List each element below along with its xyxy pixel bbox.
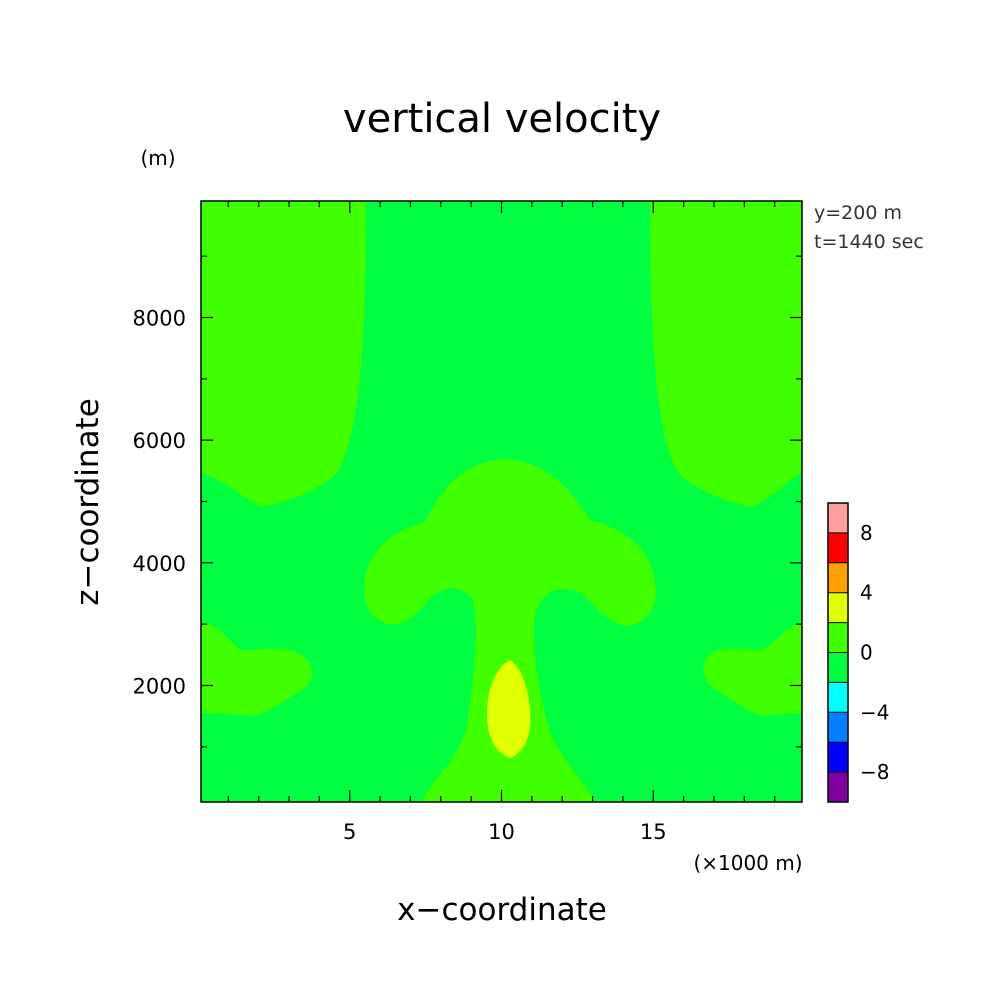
x-unit-label: (×1000 m) — [693, 851, 802, 875]
colorbar-swatch — [828, 562, 848, 593]
y-tick-labels: 2000 4000 6000 8000 — [133, 307, 186, 699]
colorbar-tick-label: 8 — [860, 521, 873, 545]
colorbar-tick-label: 0 — [860, 641, 873, 665]
colorbar-swatch — [828, 772, 848, 802]
colorbar-swatch — [828, 712, 848, 743]
colorbar-swatch — [828, 622, 848, 653]
colorbar-swatch — [828, 592, 848, 623]
axis-ticks — [201, 201, 802, 802]
y-tick-label: 4000 — [133, 552, 186, 576]
region-upper-right-plume — [650, 201, 802, 507]
y-position-annotation: y=200 m — [814, 202, 902, 224]
x-tick-label: 15 — [640, 820, 667, 844]
y-axis-title: z−coordinate — [70, 398, 106, 606]
colorbar: −8 −4 0 4 8 — [827, 502, 889, 803]
x-axis-title: x−coordinate — [397, 892, 607, 928]
x-tick-labels: 5 10 15 — [343, 820, 667, 844]
colorbar-swatch — [828, 682, 848, 713]
colorbar-swatch — [828, 652, 848, 683]
x-tick-label: 5 — [343, 820, 356, 844]
colorbar-swatch — [828, 532, 848, 563]
y-tick-label: 6000 — [133, 429, 186, 453]
region-left-lobe — [201, 622, 313, 716]
colorbar-tick-label: −4 — [860, 700, 889, 724]
plot-area — [200, 200, 803, 803]
time-annotation: t=1440 sec — [814, 231, 924, 253]
colorbar-swatch — [828, 742, 848, 773]
colorbar-tick-label: 4 — [860, 581, 873, 605]
x-tick-label: 10 — [488, 820, 515, 844]
colorbar-swatch — [828, 503, 848, 533]
region-upper-left-plume — [201, 201, 366, 507]
y-tick-label: 8000 — [133, 307, 186, 331]
region-central-core — [486, 660, 531, 758]
colorbar-tick-label: −8 — [860, 760, 889, 784]
y-tick-label: 2000 — [133, 674, 186, 698]
region-central-mushroom — [363, 459, 656, 802]
region-right-lobe — [703, 622, 802, 716]
y-unit-label: (m) — [140, 146, 175, 170]
colorbar-frame — [827, 502, 849, 803]
chart-title: vertical velocity — [343, 96, 661, 142]
